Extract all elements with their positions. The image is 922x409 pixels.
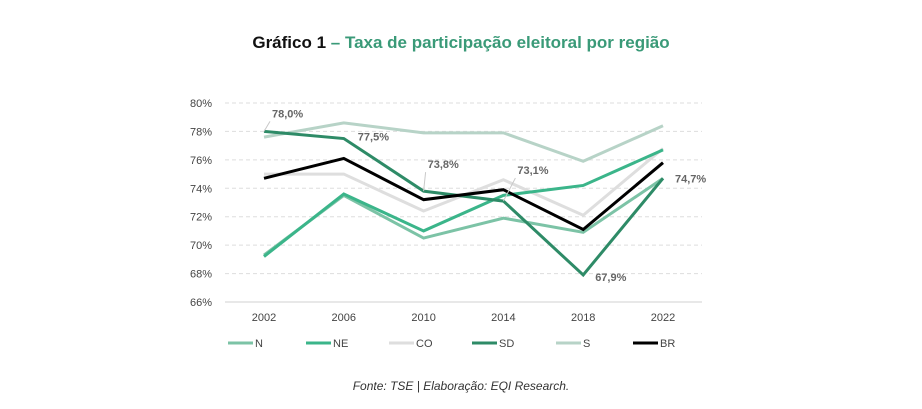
x-tick-label: 2002 (252, 312, 276, 324)
x-tick-label: 2006 (332, 312, 356, 324)
legend: N NE CO SD S BR (228, 338, 675, 350)
legend-label-ne: NE (333, 338, 348, 350)
y-tick-label: 68% (190, 269, 212, 281)
y-tick-label: 72% (190, 212, 212, 224)
data-label: 67,9% (595, 272, 626, 284)
chart-title-text: – Taxa de participação eleitoral por reg… (330, 33, 670, 52)
legend-label-sd: SD (499, 338, 514, 350)
y-tick-label: 76% (190, 155, 212, 167)
y-tick-label: 78% (190, 126, 212, 138)
series-line-br (263, 156, 664, 232)
chart-title: Gráfico 1 – Taxa de participação eleitor… (0, 33, 922, 53)
legend-label-s: S (583, 338, 590, 350)
data-label: 77,5% (358, 132, 389, 144)
series-line-s (263, 121, 664, 163)
legend-label-co: CO (416, 338, 433, 350)
legend-label-br: BR (660, 338, 675, 350)
y-tick-label: 66% (190, 297, 212, 309)
y-axis-ticks: 66% 68% 70% 72% 74% 76% 78% 80% (190, 98, 212, 309)
data-label-leader (502, 177, 516, 202)
data-label: 73,1% (517, 165, 548, 177)
x-tick-label: 2022 (651, 312, 675, 324)
x-tick-label: 2014 (491, 312, 515, 324)
data-label: 73,8% (428, 159, 459, 171)
y-tick-label: 70% (190, 240, 212, 252)
line-chart: 66% 68% 70% 72% 74% 76% 78% 80% 2002 2006 2010 201… (190, 98, 706, 350)
grid-lines (225, 102, 702, 303)
x-tick-label: 2010 (411, 312, 435, 324)
chart-title-prefix: Gráfico 1 (252, 33, 327, 52)
data-label-leader (423, 172, 427, 192)
source-footer: Fonte: TSE | Elaboração: EQI Research. (352, 379, 570, 393)
series-line-ne (263, 148, 664, 258)
x-tick-label: 2018 (571, 312, 595, 324)
data-labels: 78,0% 77,5% 73,8% 73,1% 67,9% 74,7% (263, 108, 706, 284)
legend-label-n: N (255, 338, 263, 350)
data-label: 74,7% (675, 173, 706, 185)
series-line-co (264, 147, 664, 218)
data-label-leader (263, 121, 271, 132)
data-label: 78,0% (272, 108, 303, 120)
y-tick-label: 74% (190, 183, 212, 195)
series-lines (263, 121, 665, 278)
x-axis-ticks: 2002 2006 2010 2014 2018 2022 (252, 312, 675, 324)
y-tick-label: 80% (190, 98, 212, 110)
